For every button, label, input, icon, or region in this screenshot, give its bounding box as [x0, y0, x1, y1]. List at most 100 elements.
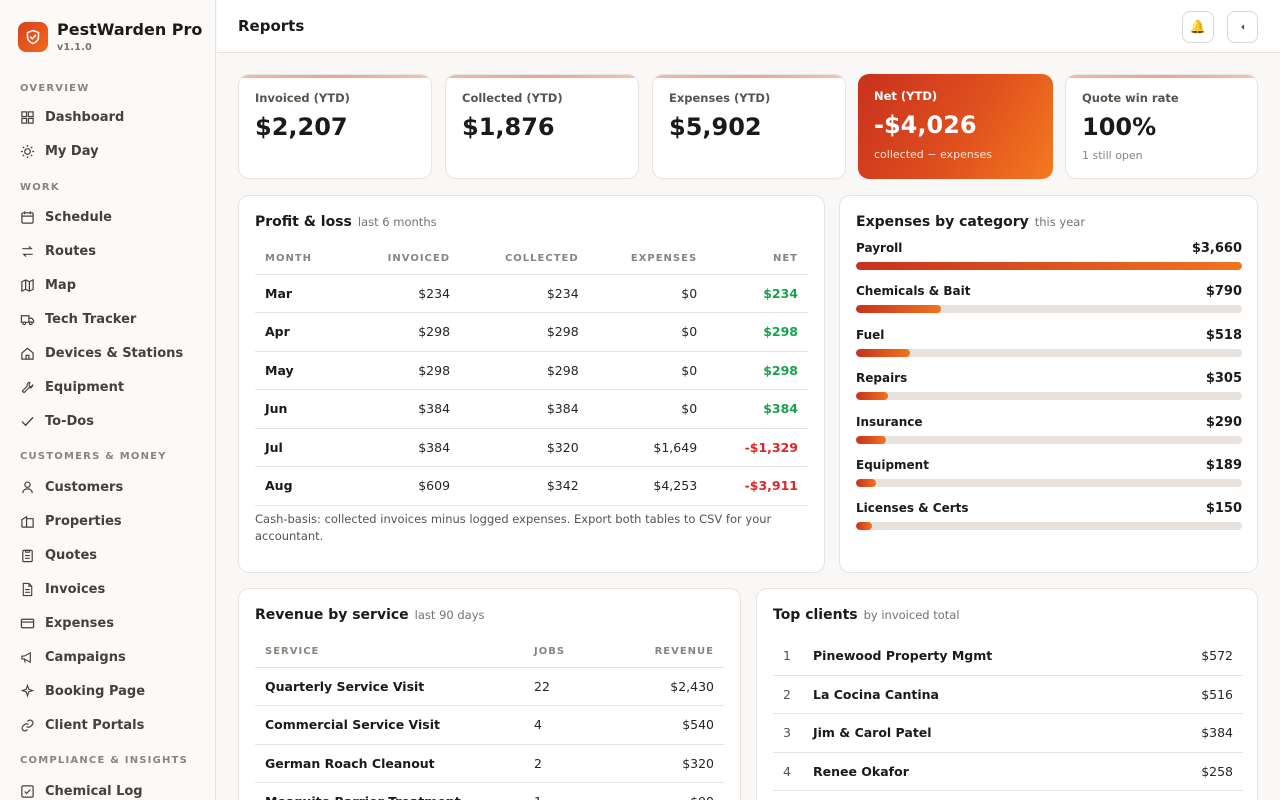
- expense-bar-track: [856, 479, 1242, 487]
- expense-bar-fill: [856, 348, 911, 357]
- expense-category-head: Chemicals & Bait $790: [856, 284, 1242, 299]
- invoiced-cell: $384: [346, 428, 461, 467]
- client-rank: 4: [783, 763, 791, 779]
- expense-bar-track: [856, 435, 1242, 444]
- service-cell: Mosquito Barrier Treatment: [255, 782, 524, 800]
- table-row[interactable]: May $298 $298 $0 $298: [255, 351, 808, 390]
- sidebar-item-my-day[interactable]: My Day: [20, 137, 206, 165]
- service-cell: German Roach Cleanout: [255, 744, 524, 783]
- client-rank: 3: [783, 725, 791, 741]
- stat-label: Quote win rate: [1082, 91, 1179, 105]
- expense-category-row: Repairs $305: [856, 371, 1242, 401]
- sidebar-item-label: Invoices: [45, 581, 106, 597]
- sidebar-item-schedule[interactable]: Schedule: [20, 203, 206, 231]
- card-title: Profit & loss last 6 months: [255, 214, 437, 230]
- collected-cell: $342: [460, 466, 589, 506]
- table-row[interactable]: Mar $234 $234 $0 $234: [255, 274, 808, 313]
- col-invoiced: INVOICED: [346, 244, 461, 275]
- card-title: Top clients by invoiced total: [773, 607, 960, 623]
- top-clients-card: Top clients by invoiced total 1 Pinewood P…: [756, 588, 1258, 800]
- expenses-subtitle: this year: [1034, 215, 1086, 229]
- revenue-cell: $2,430: [614, 667, 724, 706]
- sidebar-item-client-portals[interactable]: Client Portals: [20, 711, 206, 739]
- list-item[interactable]: 2 La Cocina Cantina $516: [773, 676, 1243, 714]
- sidebar-item-booking-page[interactable]: Booking Page: [20, 677, 206, 705]
- stat-label: Collected (YTD): [462, 91, 563, 105]
- notifications-button[interactable]: 🔔: [1182, 11, 1214, 43]
- page-title: Reports: [238, 17, 305, 35]
- client-amount: $384: [1201, 725, 1233, 741]
- client-name: Pinewood Property Mgmt: [813, 648, 993, 664]
- table-row[interactable]: Commercial Service Visit 4 $540: [255, 705, 724, 745]
- stat-value: 100%: [1082, 113, 1157, 141]
- sidebar-item-tech-tracker[interactable]: Tech Tracker: [20, 305, 206, 333]
- collected-cell: $320: [460, 428, 589, 467]
- sidebar-item-label: Campaigns: [45, 649, 126, 665]
- sidebar-item-properties[interactable]: Properties: [20, 507, 206, 535]
- col-revenue: REVENUE: [614, 637, 724, 668]
- brand[interactable]: PestWarden Pro v1.1.0: [18, 20, 202, 53]
- expense-category-row: Payroll $3,660: [856, 241, 1242, 270]
- sidebar-item-chemical-log[interactable]: Chemical Log: [20, 777, 206, 800]
- expense-bar-fill: [856, 522, 872, 531]
- month-cell: Jul: [255, 428, 347, 467]
- expense-category-amount: $150: [1205, 501, 1242, 517]
- service-cell: Commercial Service Visit: [255, 705, 524, 745]
- sidebar-item-quotes[interactable]: Quotes: [20, 541, 206, 569]
- stat-card-expenses: Expenses (YTD) $5,902: [652, 74, 846, 179]
- sidebar-item-dashboard[interactable]: Dashboard: [20, 103, 206, 131]
- pnl-title: Profit & loss: [255, 214, 352, 230]
- revenue-cell: $540: [614, 705, 724, 745]
- sidebar-item-devices-stations[interactable]: Devices & Stations: [20, 339, 206, 367]
- jobs-cell: 22: [524, 667, 614, 706]
- net-cell: $298: [707, 351, 808, 390]
- top-clients-subtitle: by invoiced total: [863, 608, 960, 622]
- sidebar-item-map[interactable]: Map: [20, 271, 206, 299]
- table-row[interactable]: Jun $384 $384 $0 $384: [255, 389, 808, 429]
- list-item[interactable]: 4 Renee Okafor $258: [773, 753, 1243, 791]
- dashboard-icon: [21, 110, 34, 124]
- table-row[interactable]: Apr $298 $298 $0 $298: [255, 312, 808, 352]
- expense-category-amount: $305: [1205, 371, 1242, 387]
- net-cell: -$1,329: [707, 428, 808, 467]
- revenue-table: SERVICE JOBS REVENUE Quarterly Service V…: [255, 637, 724, 800]
- list-item[interactable]: 1 Pinewood Property Mgmt $572: [773, 637, 1243, 676]
- sidebar-item-routes[interactable]: Routes: [20, 237, 206, 265]
- home-icon: [21, 347, 34, 360]
- stat-label: Invoiced (YTD): [255, 91, 350, 105]
- expense-category-label: Chemicals & Bait: [856, 284, 971, 299]
- sidebar-item-label: Tech Tracker: [45, 311, 137, 327]
- client-rank: 1: [783, 648, 791, 664]
- document-icon: [22, 582, 33, 596]
- top-bar: Reports 🔔: [217, 0, 1280, 53]
- top-clients-title: Top clients: [773, 607, 858, 623]
- sidebar-item-todos[interactable]: To-Dos: [20, 407, 206, 435]
- expense-category-head: Fuel $518: [856, 328, 1242, 343]
- jobs-cell: 2: [524, 744, 614, 783]
- month-cell: Aug: [255, 466, 347, 506]
- invoiced-cell: $384: [346, 389, 461, 429]
- stat-value: -$4,026: [874, 111, 977, 139]
- table-row[interactable]: Jul $384 $320 $1,649 -$1,329: [255, 428, 808, 467]
- pnl-note: Cash-basis: collected invoices minus log…: [255, 512, 772, 543]
- invoiced-cell: $298: [346, 351, 461, 390]
- building-icon: [21, 515, 34, 528]
- table-row[interactable]: Quarterly Service Visit 22 $2,430: [255, 667, 724, 706]
- table-row[interactable]: Aug $609 $342 $4,253 -$3,911: [255, 466, 808, 506]
- sidebar-item-expenses[interactable]: Expenses: [20, 609, 206, 637]
- sidebar-item-invoices[interactable]: Invoices: [20, 575, 206, 603]
- stat-value: $2,207: [255, 113, 348, 141]
- table-row[interactable]: Mosquito Barrier Treatment1$90: [255, 782, 724, 800]
- sidebar-item-equipment[interactable]: Equipment: [20, 373, 206, 401]
- collapse-button[interactable]: [1227, 11, 1258, 43]
- nav-section-work: WORK: [20, 182, 60, 193]
- list-item[interactable]: 3 Jim & Carol Patel $384: [773, 714, 1243, 753]
- table-row[interactable]: German Roach Cleanout 2 $320: [255, 744, 724, 783]
- service-cell: Quarterly Service Visit: [255, 667, 524, 706]
- checkbox-icon: [21, 784, 34, 798]
- sidebar-item-customers[interactable]: Customers: [20, 473, 206, 501]
- sidebar-item-campaigns[interactable]: Campaigns: [20, 643, 206, 671]
- expenses-cell: $4,253: [588, 466, 708, 506]
- card-icon: [20, 618, 35, 628]
- card-title: Expenses by category this year: [856, 214, 1085, 230]
